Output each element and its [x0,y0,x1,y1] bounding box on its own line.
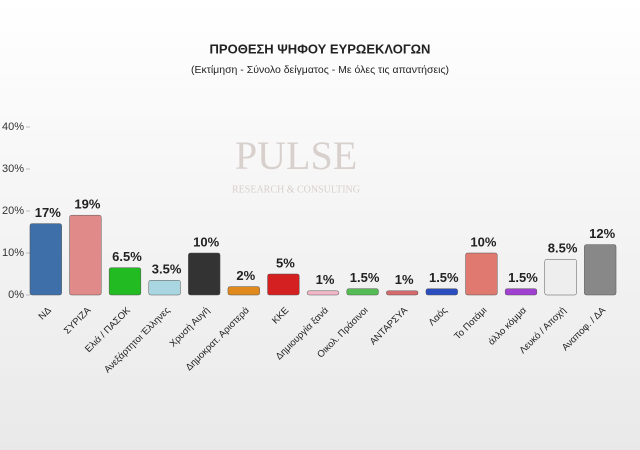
value-label: 8.5% [548,241,578,256]
value-label: 1% [316,272,335,287]
watermark: PULSE [235,133,357,178]
chart-subtitle: (Εκτίμηση - Σύνολο δείγματος - Με όλες τ… [191,64,449,76]
value-label: 1.5% [508,270,538,285]
value-label: 2% [236,268,255,283]
bar [108,267,142,296]
value-label: 5% [276,255,295,270]
y-tick-label: 30% [2,163,24,175]
bar [544,259,577,296]
bar [188,252,221,296]
bar [227,286,260,296]
value-label: 10% [193,234,219,249]
bar [386,290,419,296]
value-label: 1% [395,272,414,287]
bar [465,252,498,296]
value-label: 1.5% [429,270,459,285]
value-label: 1.5% [350,270,380,285]
value-label: 17% [35,205,61,220]
y-tick-label: 20% [2,205,24,217]
value-label: 6.5% [112,249,142,264]
watermark-subtitle: RESEARCH & CONSULTING [232,184,360,195]
value-label: 19% [74,197,100,212]
bar [504,288,538,296]
bar [346,288,379,296]
value-label: 12% [589,226,615,241]
chart-title: ΠΡΟΘΕΣΗ ΨΗΦΟΥ ΕΥΡΩΕΚΛΟΓΩΝ [210,41,431,56]
bar [584,244,617,296]
y-tick-label: 10% [2,247,24,259]
value-label: 10% [470,234,496,249]
y-tick-label: 0% [8,289,24,301]
bar [267,273,300,296]
bar [148,280,181,296]
bar [69,214,102,296]
bar [29,223,62,296]
bar [306,290,340,296]
bar [425,288,458,296]
y-tick-label: 40% [2,121,24,133]
value-label: 3.5% [152,262,182,277]
